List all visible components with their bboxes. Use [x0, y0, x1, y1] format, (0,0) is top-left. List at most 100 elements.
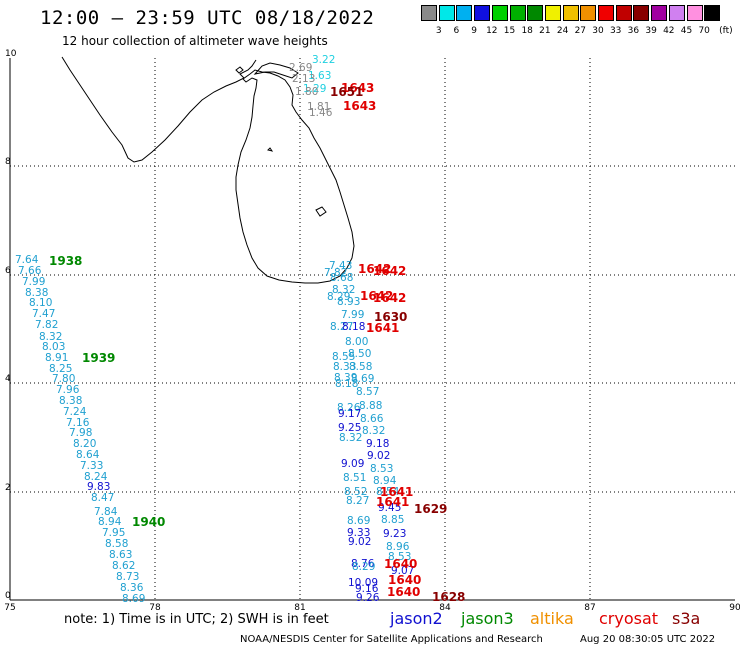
- footer-timestamp: Aug 20 08:30:05 UTC 2022: [580, 634, 716, 645]
- chart-subtitle: 12 hour collection of altimeter wave hei…: [62, 34, 328, 48]
- swh-label: 8.10: [29, 297, 52, 309]
- swh-label: 8.03: [42, 341, 65, 353]
- swh-label: 8.29: [352, 561, 375, 573]
- swh-label: 8.20: [73, 438, 96, 450]
- swh-label: 7.99: [22, 276, 45, 288]
- pass-time-label: 1640: [387, 585, 420, 599]
- swh-label: 7.95: [102, 527, 125, 539]
- swh-label: 7.24: [63, 406, 87, 418]
- legend-swatch: [509, 5, 526, 21]
- legend-swatch: [633, 5, 650, 21]
- swh-label: 9.16: [355, 583, 379, 595]
- swh-label: 8.25: [49, 363, 72, 375]
- legend-swatch: [474, 5, 491, 21]
- pass-time-label: 1642: [358, 262, 391, 276]
- swh-label: 8.32: [339, 432, 362, 444]
- swh-label: 8.85: [381, 514, 404, 526]
- swh-label: 8.62: [112, 560, 135, 572]
- legend-swatch-label: 33: [609, 26, 622, 36]
- pass-time-label: 1641: [380, 485, 413, 499]
- swh-label: 1.63: [308, 70, 331, 82]
- pass-time-label: 1640: [388, 573, 421, 587]
- satellite-legend-s3a: s3a: [672, 609, 701, 628]
- swh-label: 8.47: [91, 492, 114, 504]
- axis-ticks: 75 78 81 84 87 90 0 2 4 6 8 10: [4, 49, 740, 613]
- swh-label: 8.00: [345, 336, 368, 348]
- sri-lanka-coastline: [61, 56, 355, 284]
- swh-label: 2.69: [289, 62, 312, 74]
- legend-swatch-label: 9: [471, 26, 477, 36]
- x-tick-label: 87: [584, 603, 595, 613]
- swh-label: 9.25: [338, 422, 361, 434]
- y-tick-label: 6: [5, 266, 11, 276]
- swh-label: 8.66: [360, 413, 384, 425]
- legend-swatch-label: 12: [486, 26, 498, 36]
- swh-label: 9.18: [366, 438, 389, 450]
- swh-label: 8.57: [356, 386, 379, 398]
- legend-swatch: [421, 5, 437, 21]
- swh-label: 9.02: [367, 450, 390, 462]
- swh-label: 7.82: [324, 267, 347, 279]
- swh-label: 8.18: [335, 378, 358, 390]
- swh-label: 8.27: [346, 495, 369, 507]
- swh-label: 8.63: [109, 549, 132, 561]
- footer-credit: NOAA/NESDIS Center for Satellite Applica…: [240, 634, 543, 645]
- legend-swatch-label: 21: [539, 26, 551, 36]
- swh-label: 8.68: [330, 272, 353, 284]
- legend-swatch-label: 42: [663, 26, 675, 36]
- swh-label: 7.84: [94, 506, 118, 518]
- legend-swatch: [456, 5, 473, 21]
- legend-swatch: [562, 5, 579, 21]
- pass-time-label: 1651: [330, 85, 363, 99]
- swh-label: 8.88: [359, 400, 382, 412]
- satellite-legend-cryosat: cryosat: [599, 609, 659, 628]
- swh-label: 7.82: [35, 319, 58, 331]
- swh-label: 8.18: [342, 321, 365, 333]
- swh-label: 9.09: [341, 458, 364, 470]
- legend-swatch: [527, 5, 544, 21]
- altimeter-tracks: 7.647.667.998.388.107.477.828.328.038.91…: [15, 54, 465, 605]
- swh-label: 9.26: [356, 592, 380, 604]
- swh-label: 8.26: [337, 402, 361, 414]
- y-tick-label: 10: [5, 49, 17, 59]
- pass-time-label: 1629: [414, 502, 447, 516]
- swh-label: 7.43: [329, 260, 352, 272]
- swh-label: 7.33: [80, 460, 103, 472]
- swh-label: 2.13: [292, 73, 315, 85]
- swh-label: 8.69: [351, 373, 374, 385]
- jaffna-peninsula: [253, 62, 299, 79]
- legend-swatch-label: 3: [435, 26, 442, 36]
- pass-time-label: 1643: [343, 99, 376, 113]
- india-coast: [61, 56, 257, 163]
- swh-label: 1.46: [309, 107, 333, 119]
- swh-label: 8.64: [76, 449, 100, 461]
- swh-label: 8.69: [347, 515, 370, 527]
- pass-time-label: 1642: [373, 264, 406, 278]
- swh-label: 9.23: [383, 528, 406, 540]
- pass-time-label: 1643: [341, 81, 374, 95]
- satellite-legend-altika: altika: [530, 609, 574, 628]
- chart-title: 12:00 – 23:59 UTC 08/18/2022: [40, 7, 375, 29]
- swh-label: 7.96: [56, 384, 80, 396]
- swh-label: 7.64: [15, 254, 39, 266]
- swh-label: 8.53: [388, 551, 411, 563]
- legend-swatch-label: 45: [680, 26, 693, 36]
- legend-swatch: [704, 5, 721, 21]
- legend-swatch: [686, 5, 703, 21]
- swh-label: 8.32: [332, 284, 355, 296]
- legend-swatch: [668, 5, 685, 21]
- map-grid: [9, 58, 735, 601]
- swh-label: 8.27: [330, 321, 353, 333]
- pass-time-label: 1938: [49, 254, 82, 268]
- legend-swatch: [491, 5, 508, 21]
- swh-label: 8.51: [343, 472, 366, 484]
- swh-label: 8.38: [25, 287, 48, 299]
- pass-time-label: 1939: [82, 351, 115, 365]
- pass-time-label: 1642: [360, 289, 393, 303]
- legend-swatch: [651, 5, 668, 21]
- swh-label: 9.07: [391, 565, 414, 577]
- swh-label: 8.96: [386, 541, 410, 553]
- legend-swatch-label: 24: [556, 26, 569, 36]
- satellite-legend: jason2 jason3 altika cryosat s3a: [0, 609, 740, 633]
- pass-time-label: 1628: [432, 590, 465, 604]
